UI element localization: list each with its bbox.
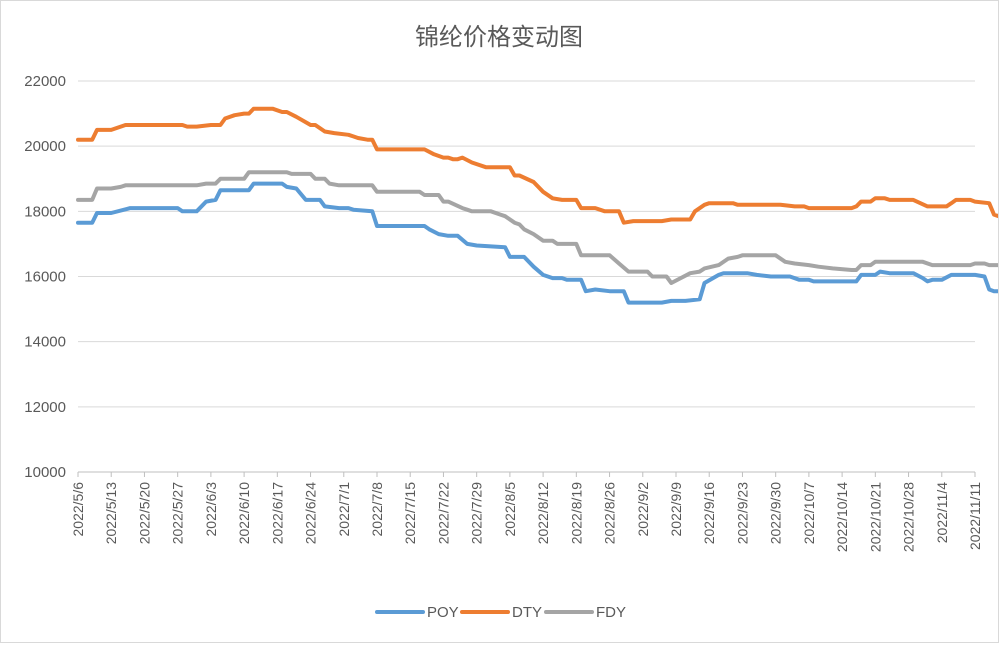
y-tick-label: 16000	[24, 269, 66, 286]
series-line-fdy	[76, 170, 999, 285]
x-tick-label: 2022/10/14	[834, 482, 850, 552]
legend-label: POY	[427, 604, 459, 621]
x-tick-label: 2022/8/19	[568, 482, 584, 544]
x-tick-label: 2022/7/8	[369, 482, 385, 537]
x-tick-label: 2022/7/29	[469, 482, 485, 544]
x-tick-label: 2022/9/9	[668, 482, 684, 537]
y-axis: 10000 12000 14000 16000 18000 20000 22000	[24, 73, 66, 481]
legend-label: DTY	[512, 604, 542, 621]
x-tick-label: 2022/11/11	[967, 482, 983, 550]
x-tick-label: 2022/5/6	[70, 482, 86, 537]
y-tick-label: 12000	[24, 399, 66, 416]
x-tick-label: 2022/6/3	[203, 482, 219, 537]
series-line-poy	[76, 181, 999, 305]
x-tick-label: 2022/9/23	[734, 482, 750, 544]
x-tick-label: 2022/6/17	[269, 482, 285, 544]
x-tick-label: 2022/9/16	[701, 482, 717, 544]
x-tick-label: 2022/7/22	[435, 482, 451, 544]
x-tick-label: 2022/8/12	[535, 482, 551, 544]
x-axis: 2022/5/6 2022/5/13 2022/5/20 2022/5/27 2022/…	[70, 472, 983, 552]
gridlines	[78, 80, 975, 473]
legend: POY DTY FDY	[375, 604, 626, 621]
y-tick-label: 18000	[24, 203, 66, 220]
x-tick-label: 2022/6/10	[236, 482, 252, 544]
x-tick-label: 2022/7/1	[336, 482, 352, 537]
plot-lines	[76, 106, 999, 305]
x-tick-label: 2022/9/2	[635, 482, 651, 537]
y-tick-label: 10000	[24, 464, 66, 481]
x-tick-label: 2022/9/30	[768, 482, 784, 544]
x-tick-label: 2022/8/26	[602, 482, 618, 544]
x-tick-label: 2022/10/21	[867, 482, 883, 552]
x-tick-label: 2022/5/13	[103, 482, 119, 544]
x-tick-label: 2022/10/7	[801, 482, 817, 544]
x-tick-label: 2022/5/27	[170, 482, 186, 544]
chart-title: 锦纶价格变动图	[415, 23, 583, 51]
y-tick-label: 22000	[24, 73, 66, 90]
y-tick-label: 14000	[24, 334, 66, 351]
x-tick-label: 2022/6/24	[303, 482, 319, 544]
x-tick-label: 2022/7/15	[402, 482, 418, 544]
x-tick-label: 2022/10/28	[901, 482, 917, 552]
x-tick-label: 2022/11/4	[934, 482, 950, 543]
x-tick-label: 2022/5/20	[136, 482, 152, 544]
series-line-dty	[76, 106, 999, 225]
x-tick-label: 2022/8/5	[502, 482, 518, 537]
y-tick-label: 20000	[24, 138, 66, 155]
legend-label: FDY	[596, 604, 626, 621]
